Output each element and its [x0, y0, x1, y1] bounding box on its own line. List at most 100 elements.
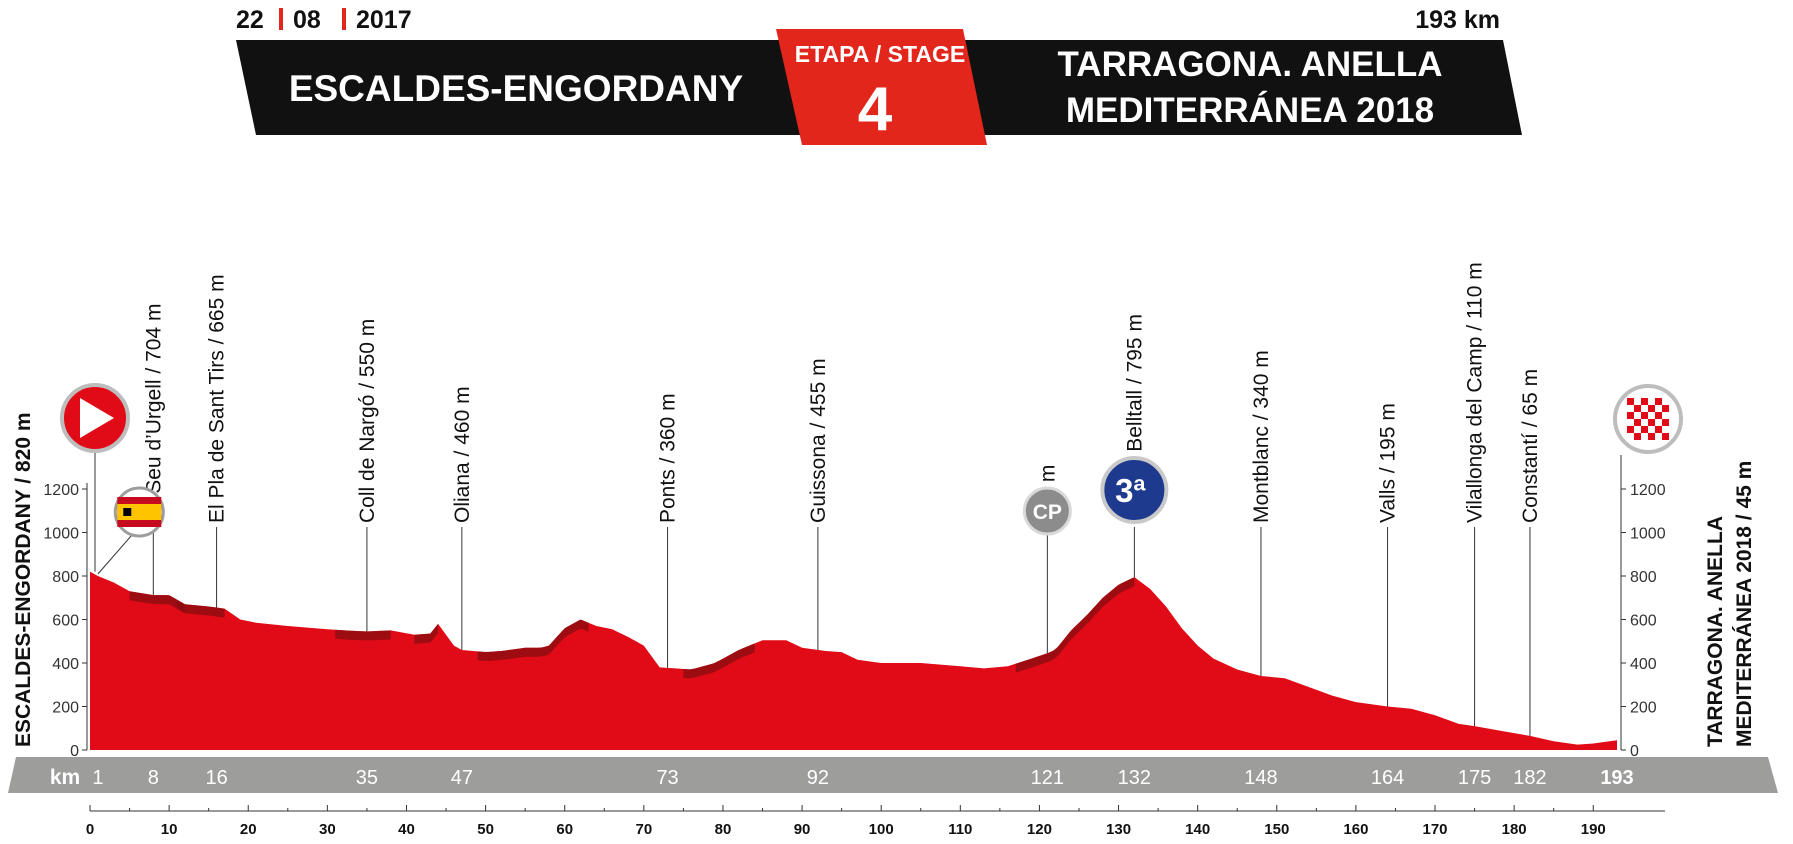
x-tick-label: 130: [1106, 821, 1131, 838]
y-tick-label: 800: [52, 569, 79, 586]
y-tick-label: 800: [1630, 569, 1657, 586]
km-strip-value: 148: [1244, 767, 1277, 789]
checker-square: [1634, 419, 1641, 426]
waypoint-label: Ponts / 360 m: [657, 393, 680, 523]
x-tick-label: 110: [948, 821, 972, 838]
x-tick-label: 70: [635, 821, 652, 838]
waypoint-label: Constantí / 65 m: [1519, 369, 1542, 523]
km-strip-value: 1: [92, 767, 103, 789]
x-axis: 0 10 20 30 40 50 60 70 80 90 100 110 120 130 140 150 160…: [86, 805, 1665, 838]
km-strip-value: 121: [1031, 767, 1064, 789]
waypoint-label: El Pla de Sant Tirs / 665 m: [206, 274, 229, 523]
checker-square: [1648, 405, 1655, 412]
checker-square: [1655, 412, 1662, 419]
waypoint-lines: [152, 527, 1531, 736]
climb-badge-text: 3ª: [1115, 472, 1146, 509]
y-tick-label: 400: [1630, 656, 1657, 673]
x-tick-label: 10: [161, 821, 178, 838]
checker-square: [1627, 412, 1634, 419]
waypoint-label: Montblanc / 340 m: [1250, 350, 1273, 523]
finish-town-line2: MEDITERRÁNEA 2018: [1066, 90, 1434, 130]
checker-square: [1634, 433, 1641, 440]
climb-band: [683, 643, 755, 679]
waypoint-label: Vilallonga del Camp / 110 m: [1464, 262, 1487, 523]
climb-band: [1079, 577, 1135, 632]
x-tick-label: 190: [1581, 821, 1606, 838]
km-strip-values: 1 8 16 35 47 73 92 121 132 148 164 175 182 193: [92, 767, 1633, 789]
x-tick-label: 140: [1185, 821, 1210, 838]
finish-elevation-label-line2: MEDITERRÁNEA 2018 / 45 m: [1733, 461, 1756, 747]
finish-town-line1: TARRAGONA. ANELLA: [1058, 45, 1443, 84]
x-tick-label: 50: [477, 821, 494, 838]
y-tick-label: 600: [52, 613, 79, 630]
waypoint-label: Guissona / 455 m: [807, 358, 830, 523]
km-strip-value: 35: [356, 767, 378, 789]
km-strip-value: 16: [205, 767, 227, 789]
km-strip-value: 73: [656, 767, 678, 789]
checker-square: [1641, 398, 1648, 405]
x-tick-label: 80: [715, 821, 732, 838]
elevation-profile: [90, 571, 1617, 750]
waypoint-label: La Seu d’Urgell / 704 m: [142, 304, 165, 523]
y-tick-label: 400: [52, 656, 79, 673]
stage-label: ETAPA / STAGE: [795, 41, 965, 67]
x-tick-label: 30: [319, 821, 336, 838]
date-divider: [342, 8, 346, 30]
date-day: 22: [236, 6, 264, 34]
cp-checkpoint-icon: [1022, 486, 1072, 536]
km-strip-value: 193: [1600, 767, 1633, 789]
checker-square: [1648, 419, 1655, 426]
date-year: 2017: [356, 6, 412, 34]
x-tick-label: 20: [240, 821, 257, 838]
y-tick-label: 0: [70, 743, 79, 760]
climb-band: [548, 620, 589, 655]
km-strip: [8, 757, 1778, 793]
checker-square: [1627, 426, 1634, 433]
start-arrow-icon: [80, 398, 114, 438]
km-strip-value: 182: [1513, 767, 1546, 789]
finish-elevation-label-line1: TARRAGONA. ANELLA: [1704, 516, 1727, 747]
checker-square: [1634, 405, 1641, 412]
start-elevation-label: ESCALDES-ENGORDANY / 820 m: [12, 412, 35, 747]
y-tick-label: 200: [52, 700, 79, 717]
flag-emblem: [123, 508, 132, 516]
checker-square: [1648, 433, 1655, 440]
stage-number: 4: [858, 75, 893, 144]
x-tick-label: 180: [1502, 821, 1527, 838]
x-tick-label: 0: [86, 821, 94, 838]
x-tick-label: 60: [556, 821, 573, 838]
date-divider: [279, 8, 283, 30]
checker-square: [1662, 433, 1669, 440]
x-tick-label: 160: [1343, 821, 1368, 838]
waypoint-labels: La Seu d’Urgell / 704 m El Pla de Sant Ti…: [142, 262, 1542, 523]
y-tick-label: 0: [1630, 743, 1639, 760]
header: 22 08 2017 193 km ETAPA / STAGE 4 ESCALD…: [236, 6, 1522, 145]
checker-square: [1655, 426, 1662, 433]
km-strip-value: 47: [451, 767, 473, 789]
x-tick-label: 120: [1027, 821, 1052, 838]
profile-area: [90, 571, 1617, 750]
climb-band: [1015, 622, 1079, 673]
climb-band: [177, 599, 225, 618]
waypoint-label: Coll de Nargó / 550 m: [356, 319, 379, 523]
y-tick-label: 1200: [43, 482, 79, 499]
finish-checker-pattern: [1627, 398, 1669, 440]
km-strip-label: km: [50, 766, 80, 789]
y-tick-label: 1200: [1630, 482, 1666, 499]
checker-square: [1662, 405, 1669, 412]
markers: CP 3ª: [60, 383, 1683, 741]
waypoint-label: Oliana / 460 m: [451, 386, 474, 523]
stage-distance: 193 km: [1415, 6, 1500, 34]
x-tick-label: 150: [1264, 821, 1289, 838]
climb-band: [414, 623, 439, 644]
climb-band: [129, 591, 185, 614]
category-3-climb-icon: [1100, 456, 1169, 524]
km-strip-value: 92: [807, 767, 829, 789]
checker-square: [1655, 398, 1662, 405]
y-tick-label: 600: [1630, 613, 1657, 630]
checker-square: [1627, 398, 1634, 405]
waypoint-label: Valls / 195 m: [1377, 403, 1400, 523]
checker-square: [1641, 426, 1648, 433]
cp-badge-text: CP: [1033, 501, 1062, 524]
